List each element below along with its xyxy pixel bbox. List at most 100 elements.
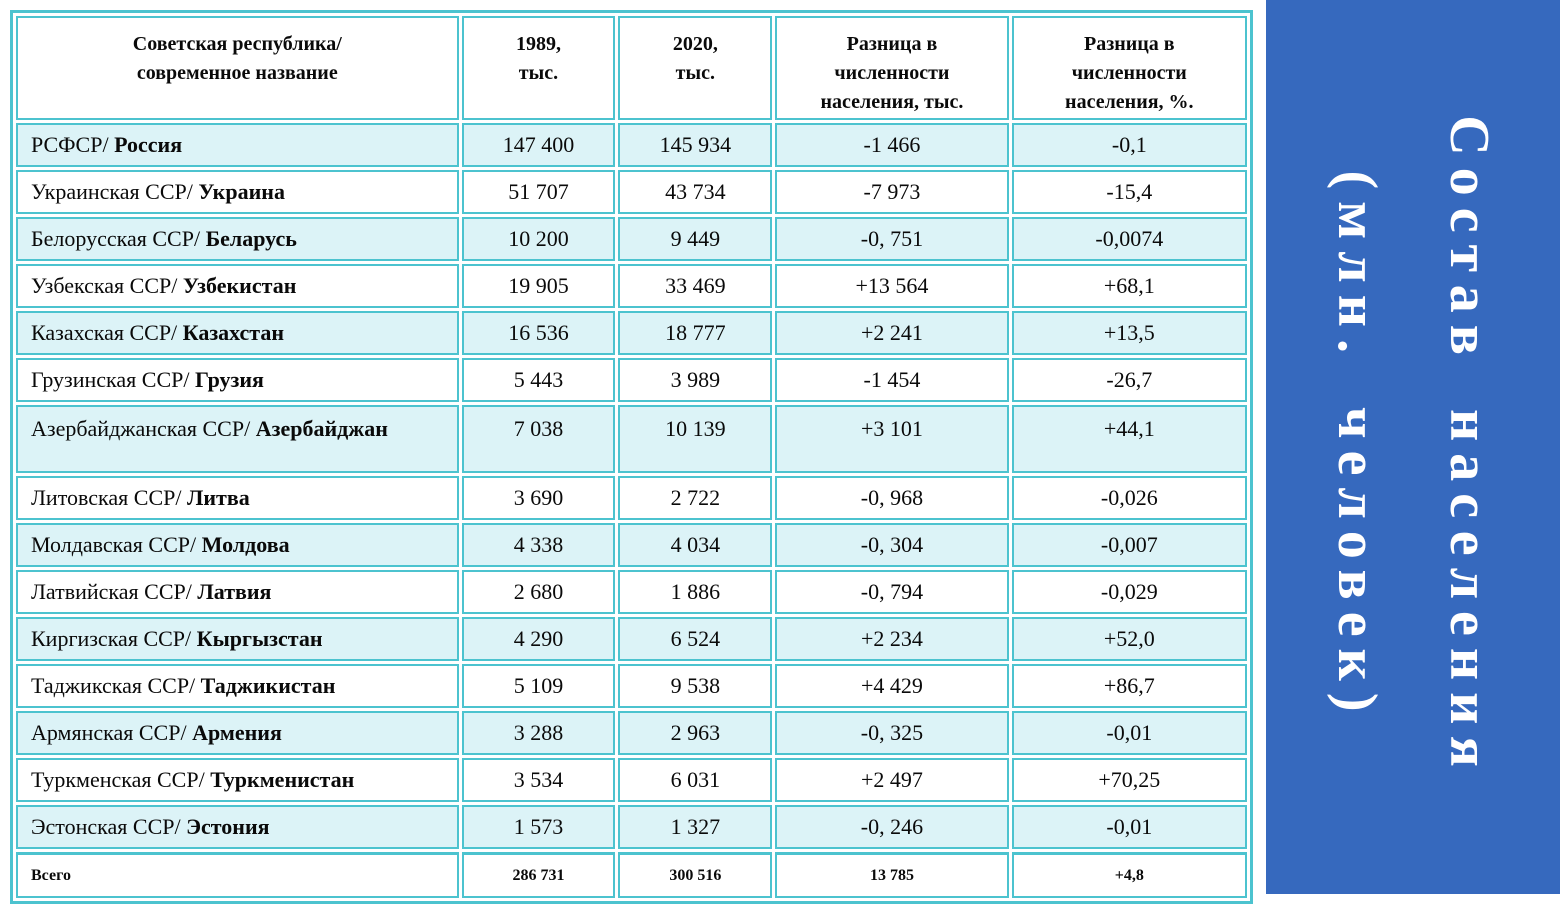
diff-thousands-cell: -0, 246 [775, 805, 1008, 849]
header-line: населения, %. [1065, 91, 1194, 113]
value-1989-cell: 10 200 [462, 217, 616, 261]
table-row: Грузинская ССР/ Грузия 5 443 3 989 -1 45… [16, 358, 1247, 402]
table-row: Узбекская ССР/ Узбекистан 19 905 33 469 … [16, 264, 1247, 308]
value-2020-cell: 33 469 [618, 264, 772, 308]
value-1989-cell: 3 690 [462, 476, 616, 520]
diff-thousands-cell: -0, 325 [775, 711, 1008, 755]
diff-thousands-cell: -7 973 [775, 170, 1008, 214]
republic-modern-name: Беларусь [206, 226, 297, 251]
republic-modern-name: Грузия [195, 367, 264, 392]
diff-percent-cell: -0,026 [1012, 476, 1247, 520]
value-2020-cell: 10 139 [618, 405, 772, 473]
table-row: Латвийская ССР/ Латвия 2 680 1 886 -0, 7… [16, 570, 1247, 614]
diff-thousands-cell: +2 241 [775, 311, 1008, 355]
republic-soviet-name: Армянская ССР/ [31, 720, 187, 745]
table-body: РСФСР/ Россия 147 400 145 934 -1 466 -0,… [16, 123, 1247, 849]
republic-modern-name: Узбекистан [183, 273, 297, 298]
republic-soviet-name: Грузинская ССР/ [31, 367, 189, 392]
diff-percent-cell: +52,0 [1012, 617, 1247, 661]
header-line: 2020, [673, 33, 718, 55]
republic-cell: Таджикская ССР/ Таджикистан [16, 664, 459, 708]
value-1989-cell: 4 290 [462, 617, 616, 661]
diff-percent-cell: +13,5 [1012, 311, 1247, 355]
republic-modern-name: Эстония [186, 814, 269, 839]
value-2020-cell: 6 524 [618, 617, 772, 661]
table-row: Казахская ССР/ Казахстан 16 536 18 777 +… [16, 311, 1247, 355]
republic-soviet-name: Киргизская ССР/ [31, 626, 191, 651]
value-2020-cell: 9 538 [618, 664, 772, 708]
republic-cell: Туркменская ССР/ Туркменистан [16, 758, 459, 802]
republic-cell: Латвийская ССР/ Латвия [16, 570, 459, 614]
diff-thousands-cell: -0, 794 [775, 570, 1008, 614]
header-line: современное название [137, 62, 338, 84]
republic-soviet-name: Казахская ССР/ [31, 320, 177, 345]
col-header-diff-percent: Разница в численности населения, %. [1012, 16, 1247, 120]
value-1989-cell: 3 288 [462, 711, 616, 755]
republic-modern-name: Молдова [202, 532, 290, 557]
total-1989-cell: 286 731 [462, 852, 616, 898]
republic-modern-name: Украина [198, 179, 285, 204]
republic-soviet-name: Туркменская ССР/ [31, 767, 205, 792]
diff-percent-cell: -0,01 [1012, 711, 1247, 755]
diff-thousands-cell: -0, 968 [775, 476, 1008, 520]
table-row: Туркменская ССР/ Туркменистан 3 534 6 03… [16, 758, 1247, 802]
republic-cell: Казахская ССР/ Казахстан [16, 311, 459, 355]
value-2020-cell: 4 034 [618, 523, 772, 567]
vertical-title-line2: (млн. человек) [1326, 171, 1388, 724]
vertical-title-line1: Состав населения [1438, 115, 1500, 779]
col-header-1989: 1989, тыс. [462, 16, 616, 120]
republic-cell: Киргизская ССР/ Кыргызстан [16, 617, 459, 661]
diff-thousands-cell: +2 497 [775, 758, 1008, 802]
diff-thousands-cell: +13 564 [775, 264, 1008, 308]
value-1989-cell: 7 038 [462, 405, 616, 473]
diff-percent-cell: +86,7 [1012, 664, 1247, 708]
diff-thousands-cell: -1 454 [775, 358, 1008, 402]
republic-cell: Белорусская ССР/ Беларусь [16, 217, 459, 261]
value-2020-cell: 2 963 [618, 711, 772, 755]
value-1989-cell: 2 680 [462, 570, 616, 614]
header-line: Разница в [847, 33, 938, 55]
sidebar-panel: Состав населения (млн. человек) [1266, 0, 1560, 894]
republic-modern-name: Литва [187, 485, 250, 510]
table-row: Эстонская ССР/ Эстония 1 573 1 327 -0, 2… [16, 805, 1247, 849]
value-2020-cell: 145 934 [618, 123, 772, 167]
diff-percent-cell: +70,25 [1012, 758, 1247, 802]
table-row: Армянская ССР/ Армения 3 288 2 963 -0, 3… [16, 711, 1247, 755]
republic-modern-name: Азербайджан [256, 416, 388, 441]
republic-cell: Литовская ССР/ Литва [16, 476, 459, 520]
value-2020-cell: 2 722 [618, 476, 772, 520]
republic-soviet-name: Молдавская ССР/ [31, 532, 196, 557]
header-line: Разница в [1084, 33, 1175, 55]
vertical-title: Состав населения (млн. человек) [1301, 115, 1525, 779]
diff-thousands-cell: -1 466 [775, 123, 1008, 167]
table-row: Таджикская ССР/ Таджикистан 5 109 9 538 … [16, 664, 1247, 708]
header-line: численности [834, 62, 949, 84]
col-header-diff-thousands: Разница в численности населения, тыс. [775, 16, 1008, 120]
republic-soviet-name: Латвийская ССР/ [31, 579, 192, 604]
table-row: Белорусская ССР/ Беларусь 10 200 9 449 -… [16, 217, 1247, 261]
table-row: Азербайджанская ССР/ Азербайджан 7 038 1… [16, 405, 1247, 473]
table-row: Молдавская ССР/ Молдова 4 338 4 034 -0, … [16, 523, 1247, 567]
total-2020-cell: 300 516 [618, 852, 772, 898]
republic-soviet-name: Белорусская ССР/ [31, 226, 200, 251]
total-label-cell: Всего [16, 852, 459, 898]
diff-percent-cell: -0,007 [1012, 523, 1247, 567]
value-2020-cell: 1 886 [618, 570, 772, 614]
value-1989-cell: 1 573 [462, 805, 616, 849]
republic-soviet-name: Таджикская ССР/ [31, 673, 195, 698]
republic-soviet-name: РСФСР/ [31, 132, 109, 157]
population-table: Советская республика/ современное назван… [10, 10, 1253, 904]
value-2020-cell: 9 449 [618, 217, 772, 261]
value-1989-cell: 4 338 [462, 523, 616, 567]
value-1989-cell: 5 443 [462, 358, 616, 402]
table-footer: Всего 286 731 300 516 13 785 +4,8 [16, 852, 1247, 898]
republic-cell: Армянская ССР/ Армения [16, 711, 459, 755]
republic-soviet-name: Литовская ССР/ [31, 485, 181, 510]
total-diff-cell: 13 785 [775, 852, 1008, 898]
republic-cell: Эстонская ССР/ Эстония [16, 805, 459, 849]
header-line: численности [1072, 62, 1187, 84]
republic-modern-name: Кыргызстан [197, 626, 323, 651]
diff-percent-cell: +68,1 [1012, 264, 1247, 308]
value-1989-cell: 51 707 [462, 170, 616, 214]
